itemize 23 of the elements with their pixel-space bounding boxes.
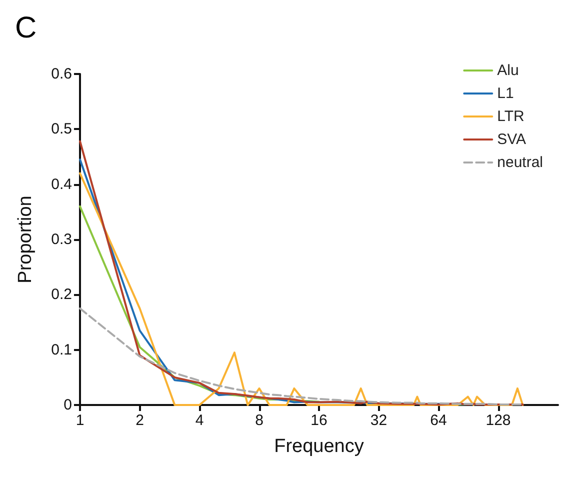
y-axis-title: Proportion [15,196,36,284]
legend-label: SVA [497,131,526,148]
y-tick-label: 0.2 [51,286,72,304]
x-tick-label: 2 [136,412,144,429]
x-tick-label: 8 [255,412,264,429]
y-tick-label: 0.3 [51,231,72,248]
x-tick-label: 16 [310,412,328,429]
x-tick-label: 32 [370,412,388,429]
legend-label: L1 [497,85,514,102]
legend-label: LTR [497,108,525,125]
x-tick-label: 4 [195,412,204,429]
legend-label: neutral [497,154,544,171]
x-axis-title: Frequency [274,436,364,457]
legend-label: Alu [497,62,519,79]
x-tick-label: 128 [486,412,511,429]
y-tick-label: 0.1 [51,341,72,358]
chart-title: C [15,12,37,44]
y-tick-label: 0 [64,396,72,414]
y-tick-label: 0.6 [51,66,72,82]
x-tick-label: 1 [76,412,84,429]
y-tick-label: 0.5 [51,120,72,138]
y-tick-label: 0.4 [51,176,72,193]
x-tick-label: 64 [430,412,447,429]
